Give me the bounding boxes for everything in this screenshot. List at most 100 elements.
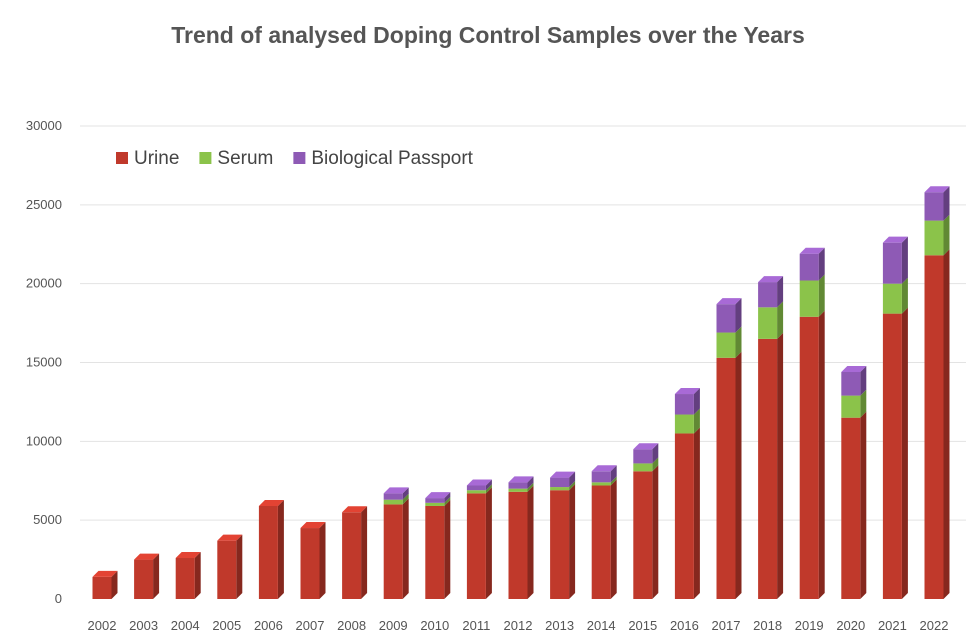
bar-side-biological-passport-2011 <box>485 479 492 491</box>
bar-urine-2004 <box>175 558 195 599</box>
bar-serum-2015 <box>633 463 653 472</box>
bar-biological-passport-2019 <box>799 253 819 281</box>
legend-label-urine: Urine <box>134 148 179 169</box>
bar-serum-2009 <box>383 499 403 505</box>
bar-biological-passport-2016 <box>674 394 694 415</box>
bar-side-serum-2013 <box>569 481 576 491</box>
bar-biological-passport-2011 <box>466 485 486 491</box>
x-tick-label: 2003 <box>129 618 158 633</box>
bar-side-biological-passport-2012 <box>527 476 534 489</box>
y-tick-label: 10000 <box>26 433 62 448</box>
legend-swatch-serum <box>199 152 212 164</box>
bar-biological-passport-2010 <box>425 498 445 503</box>
x-tick-label: 2011 <box>462 618 490 633</box>
bar-side-serum-2016 <box>693 408 700 434</box>
bar-top-biological-passport-2019 <box>799 247 825 254</box>
legend-swatch-biological-passport <box>293 152 306 164</box>
x-tick-label: 2008 <box>337 618 366 633</box>
bar-urine-2006 <box>258 505 278 599</box>
bar-urine-2018 <box>758 338 778 599</box>
bar-top-biological-passport-2022 <box>924 186 950 193</box>
bar-urine-2009 <box>383 504 403 599</box>
bar-side-urine-2022 <box>943 249 950 599</box>
bar-serum-2018 <box>758 307 778 339</box>
bar-urine-2016 <box>674 433 694 599</box>
x-tick-label: 2012 <box>504 618 533 633</box>
bar-side-biological-passport-2021 <box>901 236 908 284</box>
bar-side-urine-2006 <box>277 499 284 599</box>
legend-label-serum: Serum <box>217 148 273 169</box>
bar-urine-2022 <box>924 255 944 599</box>
x-tick-label: 2015 <box>628 618 657 633</box>
bar-top-biological-passport-2020 <box>841 365 867 372</box>
bar-serum-2011 <box>466 490 486 494</box>
bar-side-serum-2014 <box>610 476 617 486</box>
bar-top-biological-passport-2018 <box>758 276 784 283</box>
bar-top-biological-passport-2021 <box>882 236 908 243</box>
chart-title: Trend of analysed Doping Control Samples… <box>171 22 805 48</box>
bar-biological-passport-2017 <box>716 304 736 333</box>
bar-biological-passport-2009 <box>383 493 403 500</box>
bar-top-biological-passport-2016 <box>674 388 700 395</box>
y-tick-label: 30000 <box>26 118 62 133</box>
bar-side-serum-2009 <box>402 493 409 505</box>
bar-side-biological-passport-2018 <box>777 276 784 308</box>
bar-top-biological-passport-2009 <box>383 487 409 494</box>
bar-side-biological-passport-2017 <box>735 298 742 333</box>
bar-urine-2013 <box>550 490 570 599</box>
bar-side-urine-2015 <box>652 465 659 599</box>
bar-top-biological-passport-2011 <box>466 479 492 486</box>
bar-serum-2019 <box>799 280 819 317</box>
bar-biological-passport-2022 <box>924 192 944 221</box>
bar-side-urine-2008 <box>361 506 368 599</box>
bar-biological-passport-2014 <box>591 471 611 483</box>
bar-serum-2012 <box>508 488 528 492</box>
bar-top-biological-passport-2015 <box>633 443 659 450</box>
bar-top-urine-2003 <box>134 553 160 560</box>
bar-top-urine-2007 <box>300 522 326 529</box>
bar-side-urine-2020 <box>860 411 867 599</box>
bar-top-urine-2005 <box>217 534 243 541</box>
bar-serum-2010 <box>425 502 445 506</box>
bar-side-urine-2003 <box>153 553 160 599</box>
bar-side-biological-passport-2009 <box>402 487 409 500</box>
y-tick-label: 15000 <box>26 355 62 370</box>
y-tick-label: 0 <box>55 591 62 606</box>
bar-top-biological-passport-2014 <box>591 465 617 472</box>
bar-serum-2017 <box>716 332 736 358</box>
bar-top-urine-2008 <box>342 506 368 513</box>
x-tick-label: 2018 <box>753 618 782 633</box>
bar-serum-2014 <box>591 482 611 486</box>
bar-top-urine-2004 <box>175 552 201 559</box>
bar-top-urine-2002 <box>92 570 118 577</box>
bar-serum-2013 <box>550 487 570 491</box>
bar-serum-2020 <box>841 395 861 418</box>
bar-top-biological-passport-2017 <box>716 298 742 305</box>
bar-side-urine-2019 <box>818 310 825 599</box>
bar-side-urine-2010 <box>444 499 451 599</box>
bar-side-serum-2019 <box>818 274 825 317</box>
bar-side-biological-passport-2016 <box>693 388 700 415</box>
bar-side-biological-passport-2013 <box>569 471 576 488</box>
x-tick-label: 2007 <box>296 618 325 633</box>
bar-top-biological-passport-2010 <box>425 492 451 499</box>
bar-side-urine-2021 <box>901 307 908 599</box>
bar-urine-2014 <box>591 485 611 599</box>
bar-side-urine-2017 <box>735 351 742 599</box>
bar-urine-2003 <box>134 559 154 599</box>
bar-side-serum-2010 <box>444 496 451 506</box>
bar-biological-passport-2015 <box>633 449 653 464</box>
y-tick-label: 5000 <box>33 512 62 527</box>
bar-side-serum-2018 <box>777 301 784 339</box>
bar-side-urine-2016 <box>693 427 700 599</box>
bar-side-urine-2005 <box>236 534 243 599</box>
bar-urine-2011 <box>466 493 486 599</box>
bar-side-urine-2012 <box>527 485 534 599</box>
x-tick-label: 2002 <box>88 618 117 633</box>
bar-side-biological-passport-2014 <box>610 465 617 483</box>
bar-serum-2022 <box>924 220 944 256</box>
bar-side-biological-passport-2015 <box>652 443 659 464</box>
bar-side-urine-2004 <box>194 552 201 599</box>
bar-side-urine-2009 <box>402 498 409 599</box>
